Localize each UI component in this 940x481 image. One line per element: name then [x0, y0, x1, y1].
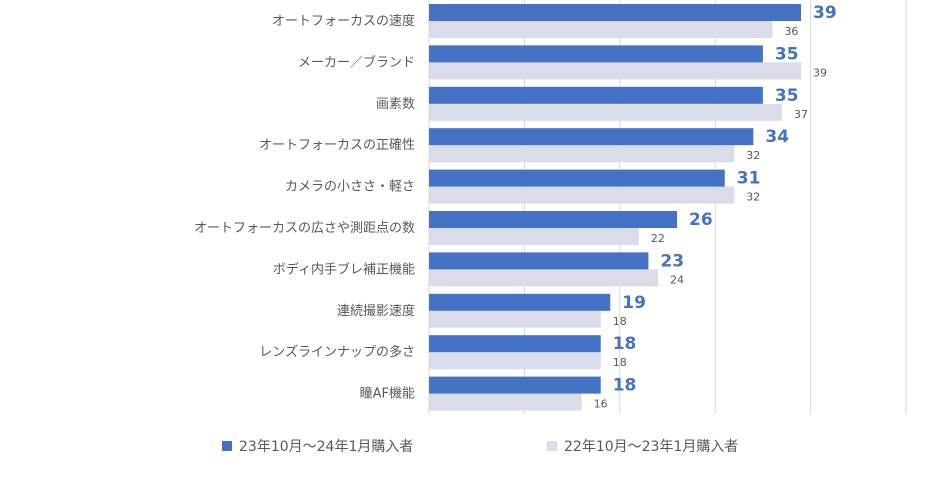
bar-series2: [429, 269, 658, 287]
data-label-series2: 39: [813, 66, 827, 79]
data-label-series1: 34: [765, 127, 789, 147]
data-label-series2: 22: [651, 232, 665, 245]
bar-series1: [429, 293, 611, 311]
bar-series1: [429, 45, 763, 63]
data-label-series2: 24: [670, 273, 684, 286]
bar-series2: [429, 145, 735, 163]
bar-series2: [429, 310, 601, 328]
category-label: 連続撮影速度: [337, 303, 415, 319]
legend-swatch-series2: [547, 441, 557, 451]
category-label: 画素数: [376, 97, 415, 112]
bar-series1: [429, 86, 763, 104]
bar-series2: [429, 352, 601, 370]
category-label: 瞳AF機能: [360, 387, 415, 402]
data-label-series2: 37: [794, 108, 808, 121]
category-label: オートフォーカスの速度: [272, 13, 415, 29]
bar-series2: [429, 186, 735, 204]
bar-series2: [429, 393, 582, 411]
category-label: オートフォーカスの広さや測距点の数: [194, 221, 415, 236]
bar-series1: [429, 376, 601, 394]
bar-series1: [429, 252, 649, 270]
category-label: ボディ内手ブレ補正機能: [273, 261, 415, 277]
data-label-series1: 18: [613, 376, 637, 396]
data-label-series2: 18: [613, 356, 627, 369]
data-label-series1: 26: [689, 210, 713, 230]
category-label: カメラの小ささ・軽さ: [285, 180, 415, 195]
data-label-series2: 32: [746, 149, 760, 162]
bar-series1: [429, 211, 678, 228]
data-label-series2: 36: [784, 25, 798, 38]
bar-series1: [429, 4, 802, 21]
legend-swatch-series1: [222, 441, 232, 451]
data-label-series1: 39: [813, 3, 837, 23]
bar-series2: [429, 228, 639, 245]
data-label-series1: 35: [775, 86, 799, 106]
bar-series2: [429, 103, 782, 121]
bar-series2: [429, 62, 802, 80]
category-label: レンズラインナップの多さ: [259, 344, 415, 360]
data-label-series2: 32: [746, 191, 760, 204]
data-label-series1: 23: [660, 251, 684, 271]
category-label: オートフォーカスの正確性: [259, 137, 415, 153]
bar-series1: [429, 128, 754, 146]
bar-series1: [429, 335, 601, 353]
data-label-series2: 18: [613, 315, 627, 328]
bar-series1: [429, 169, 725, 187]
category-label: メーカー／ブランド: [298, 54, 415, 70]
data-label-series1: 31: [737, 169, 761, 189]
data-label-series1: 19: [622, 293, 646, 313]
bar-series2: [429, 21, 773, 38]
legend-label-series2: 22年10月～23年1月購入者: [564, 439, 738, 455]
data-label-series2: 16: [594, 398, 608, 411]
data-label-series1: 35: [775, 44, 799, 64]
legend-label-series1: 23年10月～24年1月購入者: [239, 439, 413, 455]
data-label-series1: 18: [613, 334, 637, 354]
